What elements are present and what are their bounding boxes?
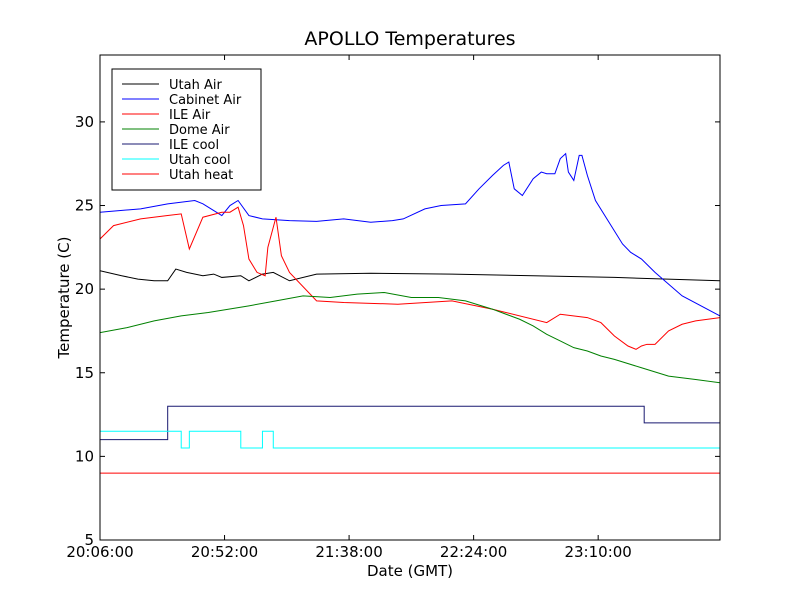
legend-entry: Utah Air (169, 78, 222, 93)
axes: 20:06:00 20:52:00 21:38:00 22:24:00 23:10:00… (66, 54, 721, 561)
legend-entry: Dome Air (169, 123, 230, 138)
legend-entry: ILE Air (169, 108, 211, 123)
x-tick-label: 20:06:00 (66, 543, 133, 561)
y-axis-label: Temperature (C) (55, 237, 73, 360)
x-tick-label: 21:38:00 (315, 543, 382, 561)
y-tick-label: 30 (75, 113, 94, 131)
series-line-utah-cool (100, 430, 720, 449)
x-axis-label: Date (GMT) (367, 562, 453, 580)
y-tick-label: 5 (84, 531, 94, 549)
legend-entry: ILE cool (169, 138, 219, 153)
y-tick-label: 10 (75, 447, 94, 465)
legend-entry: Utah cool (169, 153, 231, 168)
x-tick-label: 20:52:00 (191, 543, 258, 561)
y-tick-label: 20 (75, 280, 94, 298)
x-tick-label: 22:24:00 (440, 543, 507, 561)
series-line-utah-air (100, 268, 720, 282)
x-tick-label: 23:10:00 (564, 543, 631, 561)
y-tick-label: 25 (75, 197, 94, 215)
plot-frame (99, 54, 721, 541)
legend-entry: Cabinet Air (169, 93, 242, 108)
series-layer (100, 152, 720, 474)
series-line-cabinet-air (100, 152, 720, 317)
series-line-ile-air (100, 206, 720, 350)
legend-entry: Utah heat (169, 168, 233, 183)
series-line-dome-air (100, 291, 720, 384)
chart-title: APOLLO Temperatures (304, 28, 515, 50)
y-tick-label: 15 (75, 364, 94, 382)
series-line-ile-cool (100, 405, 720, 441)
